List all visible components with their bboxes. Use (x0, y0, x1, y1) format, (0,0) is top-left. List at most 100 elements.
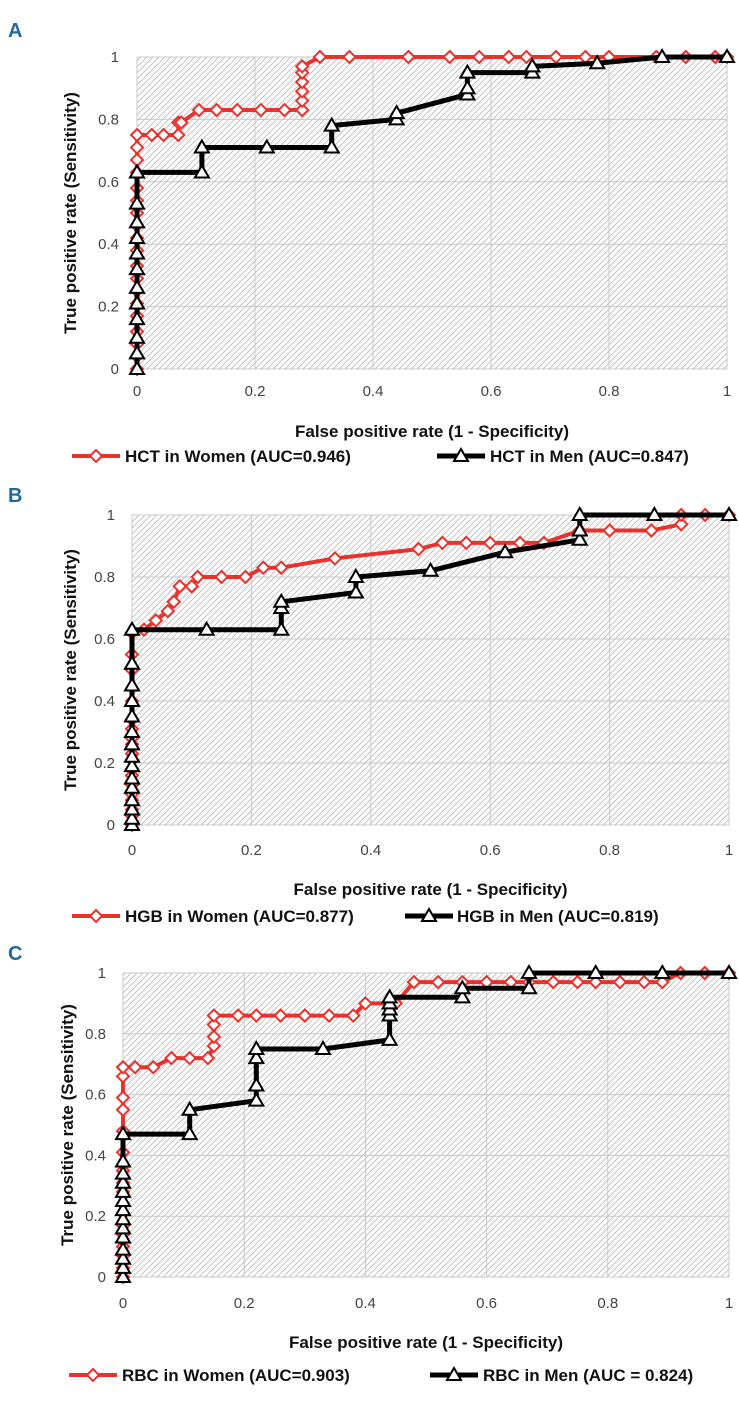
data-point-triangle (123, 778, 141, 794)
data-point-diamond (442, 49, 458, 65)
data-point-triangle (128, 278, 146, 294)
data-point-diamond (206, 1038, 222, 1054)
data-point-triangle (387, 104, 406, 120)
data-point-triangle (123, 769, 141, 785)
x-tick-label: 0.8 (599, 842, 620, 859)
data-point-triangle (123, 809, 141, 825)
legend-marker-triangle (445, 1366, 463, 1381)
data-point-diamond (190, 569, 206, 585)
data-point-triangle (114, 1201, 132, 1217)
data-point-diamond (182, 1050, 198, 1066)
data-point-diamond (172, 578, 188, 594)
y-tick-label: 0.4 (94, 693, 115, 710)
y-tick-label: 1 (111, 49, 119, 66)
data-point-diamond (345, 1008, 361, 1023)
data-point-triangle (114, 1240, 132, 1256)
data-point-triangle (123, 757, 141, 773)
data-point-diamond (294, 58, 310, 74)
legend-item-women: RBC in Women (AUC=0.903) (69, 1366, 350, 1385)
data-point-triangle (453, 979, 472, 995)
data-point-triangle (496, 543, 514, 559)
chart-panel-b: B 00 0.2 0.2 0.4 0.4 0.6 0.6 0.8 0.8 1 1 False posit… (8, 485, 738, 926)
data-point-diamond (277, 102, 292, 118)
data-point-diamond (273, 1008, 288, 1023)
data-point-diamond (191, 102, 207, 118)
data-point-diamond (411, 541, 426, 557)
legend-item-women: HCT in Women (AUC=0.946) (72, 447, 351, 466)
data-point-triangle (322, 116, 341, 132)
data-point-triangle (123, 654, 141, 670)
data-point-diamond (406, 974, 422, 990)
data-point-triangle (128, 163, 146, 179)
data-point-triangle (123, 791, 141, 807)
data-point-triangle (123, 676, 141, 692)
x-axis-title: False positive rate (1 - Specificity) (294, 880, 568, 899)
data-point-diamond (435, 535, 450, 551)
data-point-triangle (247, 1091, 266, 1107)
data-point-diamond (160, 603, 176, 619)
data-point-triangle (114, 1125, 132, 1141)
data-point-triangle (114, 1173, 132, 1189)
data-point-diamond (248, 1008, 264, 1023)
y-axis-title: True positive rate (Sensitivity) (61, 92, 80, 334)
data-point-triangle (272, 620, 290, 636)
data-point-diamond (206, 1008, 222, 1023)
data-point-triangle (272, 592, 290, 608)
data-point-diamond (482, 535, 498, 551)
series-men (128, 48, 736, 375)
y-tick-label: 0.8 (98, 111, 119, 128)
data-point-triangle (114, 1219, 132, 1235)
y-tick-label: 0.2 (94, 755, 115, 772)
data-point-diamond (518, 49, 534, 65)
data-point-diamond (148, 612, 164, 628)
legend-item-men: HCT in Men (AUC=0.847) (437, 447, 689, 466)
data-point-triangle (128, 244, 146, 260)
data-point-triangle (314, 1040, 332, 1055)
x-tick-label: 0.6 (480, 842, 501, 859)
data-point-diamond (170, 127, 186, 143)
data-point-triangle (180, 1100, 199, 1116)
data-point-diamond (206, 1029, 222, 1045)
data-point-triangle (114, 1228, 132, 1244)
y-tick-label: 0.6 (94, 631, 115, 648)
y-tick-label: 0.4 (98, 236, 119, 253)
data-point-triangle (123, 800, 141, 816)
legend-item-women: HGB in Women (AUC=0.877) (72, 907, 354, 926)
data-point-triangle (720, 506, 738, 521)
data-point-triangle (520, 964, 538, 979)
data-point-diamond (673, 516, 689, 532)
x-tick-label: 0.2 (234, 1295, 255, 1312)
data-point-diamond (144, 127, 160, 143)
series-men (114, 964, 738, 1283)
legend-marker-diamond (85, 1367, 101, 1383)
data-point-diamond (273, 560, 289, 576)
data-point-diamond (230, 1008, 246, 1023)
data-point-diamond (129, 127, 145, 143)
data-point-diamond (297, 1008, 313, 1023)
x-tick-label: 0 (128, 842, 136, 859)
data-point-triangle (571, 530, 589, 546)
data-point-diamond (229, 102, 245, 118)
data-point-triangle (588, 54, 606, 70)
data-point-diamond (294, 83, 310, 99)
x-tick-label: 1 (723, 383, 731, 400)
x-tick-label: 0.2 (245, 383, 266, 400)
data-point-triangle (571, 521, 589, 537)
chart-panel-a: A 00 0.2 0.2 0.4 0.4 0.6 0.6 0.8 0.8 1 1 False posit… (8, 20, 736, 466)
y-axis-title: True positive rate (Sensitivity) (61, 549, 80, 791)
y-tick-label: 0.6 (98, 174, 119, 191)
data-point-triangle (128, 194, 146, 210)
data-point-diamond (214, 569, 229, 585)
y-tick-label: 0 (111, 361, 119, 378)
panel-letter: A (8, 20, 22, 42)
data-point-diamond (173, 115, 189, 130)
legend-marker-triangle (452, 447, 470, 462)
data-point-triangle (453, 988, 472, 1004)
data-point-triangle (571, 506, 589, 521)
data-point-triangle (247, 1040, 266, 1055)
y-tick-label: 1 (98, 965, 106, 982)
data-point-diamond (654, 974, 670, 990)
data-point-diamond (327, 550, 343, 566)
x-tick-label: 0 (133, 383, 141, 400)
